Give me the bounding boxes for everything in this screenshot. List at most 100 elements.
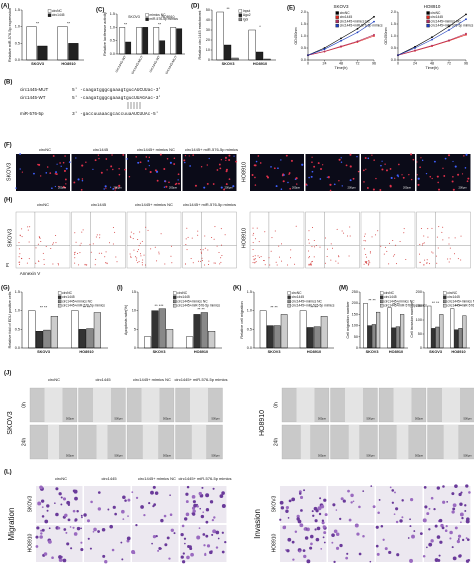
row-label: HO8910 — [241, 162, 247, 183]
x-tick-label: 24 — [323, 61, 327, 65]
y-axis-label: Relative circ1445 enrichment — [198, 10, 202, 60]
panel-label: (H) — [4, 198, 12, 204]
stained-cell — [462, 538, 465, 542]
event — [337, 262, 339, 264]
stained-cell — [184, 542, 186, 545]
cell — [396, 174, 399, 177]
cell — [365, 168, 367, 170]
y-tick-label: 2.0 — [391, 10, 396, 14]
panel-label: (I) — [117, 286, 123, 292]
event — [270, 250, 272, 252]
stained-cell — [157, 549, 160, 552]
cell — [173, 163, 176, 165]
stained-cell — [436, 486, 441, 490]
event — [108, 242, 110, 244]
stained-cell — [347, 489, 350, 493]
event — [311, 261, 313, 263]
event — [141, 264, 143, 266]
cell — [114, 189, 116, 191]
stained-cell — [191, 512, 194, 515]
cell — [144, 168, 147, 170]
bar — [193, 314, 201, 349]
scratch-gap — [191, 425, 207, 459]
cell — [329, 183, 332, 186]
cell — [192, 154, 195, 156]
stained-cell — [410, 498, 414, 502]
event — [187, 236, 189, 238]
stained-cell — [54, 502, 56, 504]
event — [365, 254, 367, 256]
event — [399, 241, 401, 243]
column-label: circ1445+ mimics NC — [138, 476, 176, 481]
scratch-gap — [296, 388, 315, 422]
cell — [333, 183, 336, 186]
event — [319, 246, 321, 248]
stained-cell — [58, 557, 63, 562]
stained-cell — [396, 553, 400, 557]
legend-label: circNC — [62, 291, 73, 295]
cell — [135, 156, 137, 158]
stained-cell — [358, 552, 362, 556]
scratch-gap — [442, 388, 460, 422]
event — [18, 242, 20, 244]
stain-image — [376, 525, 423, 562]
stained-cell — [434, 558, 439, 562]
y-axis-label: Relative cell migration — [240, 301, 244, 338]
row-label: SKOV3 — [271, 495, 277, 512]
stained-cell — [299, 523, 304, 528]
cell — [206, 182, 209, 185]
stained-cell — [335, 546, 340, 550]
scale-label: 500μm — [163, 417, 171, 421]
cell — [59, 162, 61, 164]
event — [448, 237, 450, 239]
stained-cell — [65, 531, 68, 534]
stained-cell — [458, 554, 462, 558]
fluorescence-image — [16, 154, 70, 191]
x-tick-label: HO8910 — [307, 350, 321, 354]
column-label: circ1445+ mimics NC — [133, 377, 171, 382]
legend-swatch — [287, 295, 291, 299]
cell — [425, 172, 428, 175]
scratch-gap — [190, 388, 208, 422]
stained-cell — [186, 555, 190, 560]
scale-label: 200μm — [459, 186, 467, 190]
cell — [349, 153, 352, 156]
cell — [381, 160, 383, 162]
stained-cell — [212, 529, 217, 534]
event — [254, 258, 256, 260]
event — [419, 243, 421, 245]
bar — [439, 314, 444, 349]
stained-cell — [90, 500, 93, 504]
event — [79, 252, 81, 254]
stained-cell — [372, 505, 376, 509]
cell — [224, 156, 228, 159]
flow-plot — [126, 211, 182, 269]
stained-cell — [83, 513, 87, 517]
cell — [349, 179, 352, 182]
stained-cell — [193, 503, 198, 508]
event — [204, 264, 206, 266]
legend-swatch — [443, 303, 447, 308]
y-tick-label: 200 — [416, 290, 422, 294]
stained-cell — [440, 523, 444, 528]
column-label: circNC — [48, 377, 60, 382]
bar — [216, 11, 224, 61]
point — [448, 25, 450, 28]
cell — [225, 168, 228, 171]
y-tick-label: 15 — [132, 290, 136, 294]
cell — [419, 166, 421, 169]
legend-swatch — [335, 23, 339, 28]
cell — [384, 163, 386, 165]
stained-cell — [46, 509, 49, 512]
event — [130, 231, 132, 233]
cell — [137, 161, 140, 164]
cell — [389, 168, 392, 170]
cell — [447, 154, 451, 157]
event — [208, 260, 210, 262]
stained-cell — [454, 526, 458, 530]
stained-cell — [67, 518, 71, 522]
stained-cell — [395, 507, 399, 511]
stained-cell — [181, 524, 185, 528]
point — [465, 13, 467, 16]
event — [294, 263, 296, 265]
